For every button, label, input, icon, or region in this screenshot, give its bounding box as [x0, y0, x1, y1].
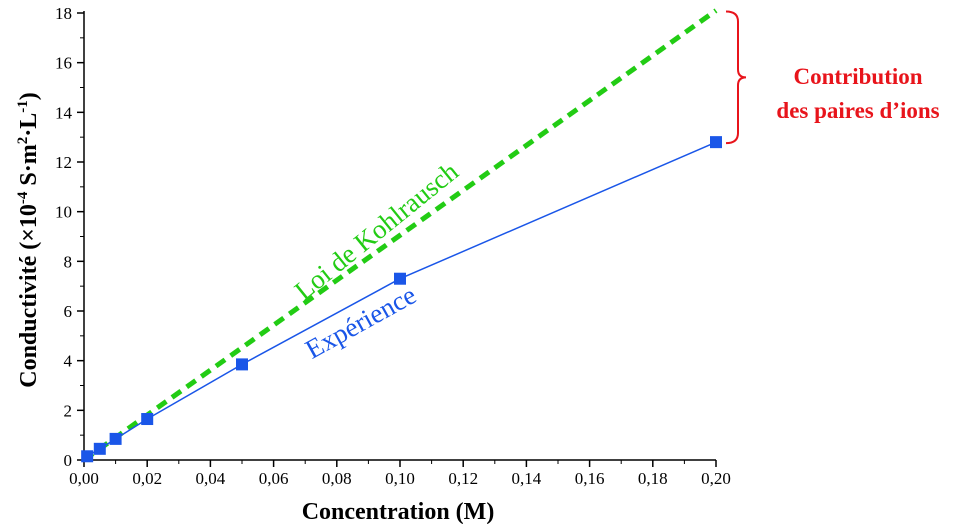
- y-axis-title-exp3: -1: [15, 100, 31, 113]
- x-tick-label: 0,16: [575, 469, 605, 488]
- y-tick-label: 6: [64, 302, 73, 321]
- axes-layer: 0,00 0,02 0,04 0,06 0,08 0,10 0,12 0,14 0,16 0,18…: [55, 4, 731, 488]
- x-tick-label: 0,02: [132, 469, 162, 488]
- x-tick-label: 0,06: [259, 469, 289, 488]
- experiment-point: [710, 136, 722, 149]
- x-tick-label: 0,18: [638, 469, 668, 488]
- y-axis-title-mid2: ·L: [16, 113, 42, 137]
- experiment-point: [236, 358, 248, 371]
- y-tick-label: 4: [64, 352, 73, 371]
- kohlrausch-series-line: [82, 8, 718, 463]
- y-tick-label: 18: [55, 4, 72, 23]
- ion-pair-bracket: [725, 10, 747, 145]
- y-tick-label: 2: [64, 401, 73, 420]
- experiment-point: [81, 450, 94, 463]
- y-tick-label: 12: [55, 153, 72, 172]
- x-axis-title: Concentration (M): [302, 499, 495, 524]
- kohlrausch-series-label: Loi de Kohlrausch: [289, 156, 464, 306]
- x-tick-label: 0,08: [322, 469, 352, 488]
- y-tick-label: 8: [64, 252, 73, 271]
- experiment-point: [93, 442, 106, 455]
- y-tick-label: 10: [55, 203, 72, 222]
- y-axis-title-mid: S·m: [16, 144, 42, 191]
- series-layer: [81, 8, 722, 463]
- annotation-line-2: des paires d’ions: [776, 98, 939, 123]
- x-tick-label: 0,20: [701, 469, 731, 488]
- x-tick-label: 0,04: [196, 469, 226, 488]
- annotation-line-1: Contribution: [793, 64, 922, 89]
- y-axis-title: Conductivité (×10-4 S·m2·L-1): [15, 92, 42, 388]
- x-tick-label: 0,00: [69, 469, 99, 488]
- y-tick-label: 14: [55, 103, 73, 122]
- x-tick-label: 0,14: [512, 469, 542, 488]
- experiment-point: [141, 413, 154, 426]
- x-tick-label: 0,10: [385, 469, 415, 488]
- experiment-point: [109, 432, 122, 445]
- y-axis-title-exp2: 2: [15, 137, 31, 145]
- y-axis-title-end: ): [16, 92, 42, 100]
- x-tick-label: 0,12: [448, 469, 478, 488]
- y-axis-title-exp1: -4: [15, 191, 31, 204]
- y-tick-label: 16: [55, 54, 72, 73]
- experiment-point: [394, 272, 406, 285]
- y-tick-label: 0: [64, 451, 73, 470]
- y-axis-title-main: Conductivité (×10: [16, 204, 42, 388]
